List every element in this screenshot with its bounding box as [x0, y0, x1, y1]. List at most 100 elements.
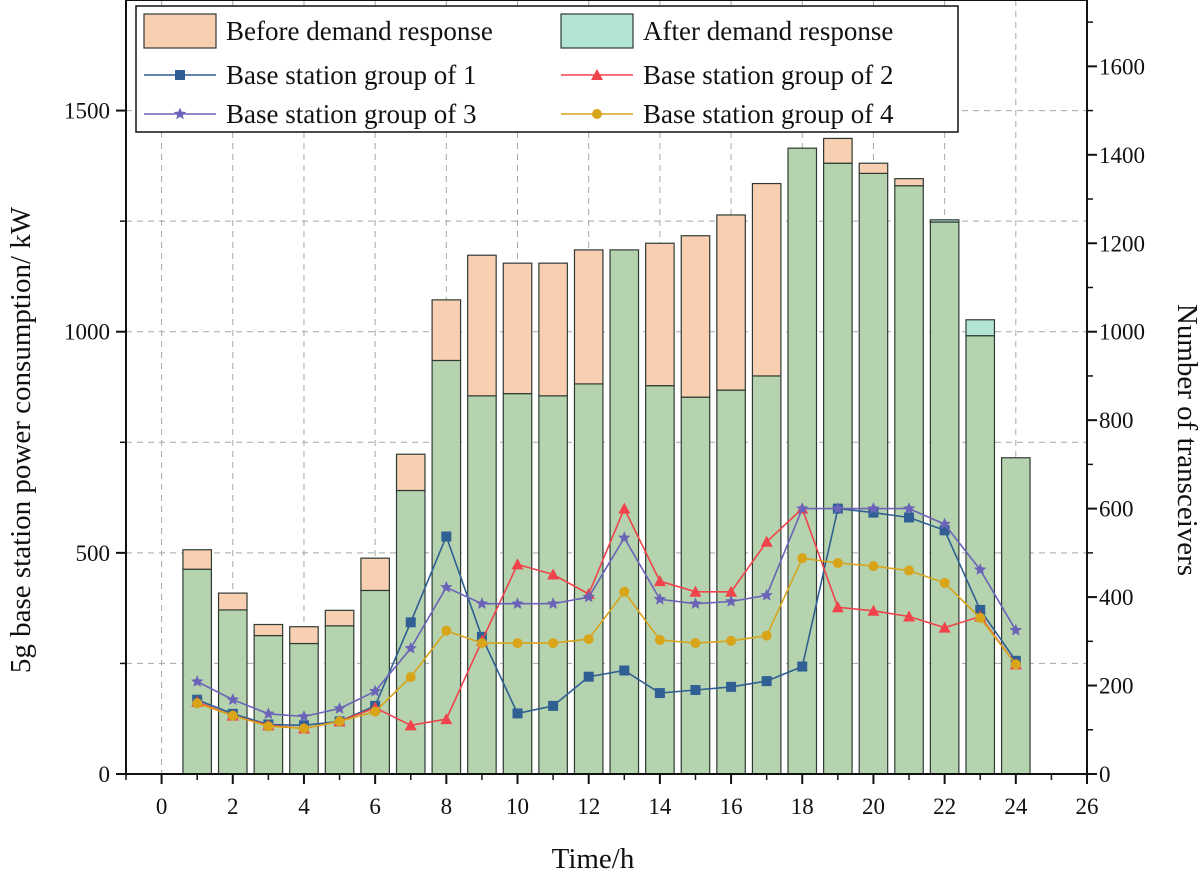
bar-overlap	[324, 625, 355, 775]
point-group3	[653, 592, 667, 605]
legend-marker-group3	[173, 107, 187, 120]
point-group2	[689, 585, 702, 597]
point-group2	[725, 585, 738, 597]
point-group1	[441, 531, 452, 542]
bar-overlap	[965, 335, 996, 775]
bar-before-excess	[395, 453, 426, 492]
legend-marker-group2	[591, 69, 603, 80]
point-group3	[831, 502, 844, 514]
bar-overlap	[680, 396, 711, 775]
point-group2	[760, 535, 773, 547]
point-group2	[404, 719, 417, 731]
point-group3	[511, 597, 524, 609]
legend-swatch-before	[143, 13, 217, 49]
point-group3	[796, 502, 809, 514]
point-group4	[227, 710, 238, 721]
bar-overlap	[538, 395, 568, 775]
bar-after-excess	[965, 319, 996, 337]
point-group1	[868, 507, 879, 518]
point-group3	[760, 588, 773, 601]
y2-tick-label: 1200	[1099, 231, 1145, 256]
point-group2	[831, 601, 844, 613]
bar-before-excess	[823, 137, 853, 164]
bar-overlap	[787, 147, 818, 775]
point-group3	[689, 597, 702, 609]
x-tick-label: 18	[791, 794, 814, 819]
bar-overlap	[467, 395, 497, 775]
point-group4	[797, 553, 808, 564]
x-tick-label: 22	[933, 794, 956, 819]
x-axis-title: Time/h	[552, 843, 635, 875]
point-group1	[690, 684, 701, 695]
bar-before-excess	[751, 182, 782, 377]
point-group4	[334, 716, 345, 727]
bar-before-excess	[253, 623, 284, 637]
point-group4	[868, 561, 879, 572]
plot-frame	[125, 0, 1088, 775]
y2-axis-title: Number of transceivers	[1171, 304, 1200, 576]
x-tick-label: 24	[1004, 794, 1028, 819]
bar-overlap	[289, 642, 319, 775]
bar-overlap	[858, 172, 889, 775]
point-group3	[475, 597, 489, 609]
point-group3	[902, 502, 916, 514]
y2-tick-label: 600	[1099, 497, 1134, 522]
y-tick-label: 1000	[64, 320, 110, 345]
point-group3	[226, 693, 239, 705]
series-lines	[191, 502, 1022, 734]
bar-overlap	[182, 568, 213, 775]
point-group2	[938, 621, 951, 633]
x-tick-label: 4	[298, 794, 310, 819]
bar-overlap	[253, 634, 284, 775]
x-tick-label: 14	[648, 794, 672, 819]
legend-label-after: After demand response	[643, 16, 893, 46]
bar-before-excess	[324, 609, 355, 627]
point-group1	[548, 700, 559, 711]
point-group1	[619, 665, 630, 676]
point-group3	[974, 563, 987, 575]
point-group4	[904, 565, 915, 576]
bar-before-excess	[894, 178, 924, 187]
point-group2	[867, 604, 880, 616]
point-group2	[440, 713, 453, 725]
bar-overlap	[823, 162, 853, 775]
point-group3	[333, 702, 346, 714]
y2-tick-label: 400	[1099, 585, 1134, 610]
point-group3	[618, 531, 631, 544]
point-group1	[939, 525, 950, 536]
legend-label-group2: Base station group of 2	[643, 60, 893, 90]
point-group4	[832, 558, 843, 569]
bar-before-excess	[360, 557, 390, 592]
axes: 0 2 4 6 8 10 12 14 16 18 20 22 24 2605001000150002004…	[64, 21, 1145, 819]
point-group3	[191, 675, 204, 687]
bar-overlap	[1000, 457, 1031, 775]
x-tick-label: 12	[577, 794, 600, 819]
bar-overlap	[716, 389, 746, 775]
point-group1	[583, 671, 594, 682]
bar-overlap	[431, 359, 462, 775]
point-group4	[192, 698, 203, 709]
point-group4	[548, 638, 559, 649]
point-group1	[405, 617, 416, 628]
point-group3	[440, 580, 453, 593]
point-group2	[903, 610, 916, 622]
bar-overlap	[217, 609, 248, 775]
point-group4	[761, 630, 772, 641]
point-group4	[1010, 659, 1021, 670]
point-group1	[512, 708, 523, 719]
point-group3	[369, 684, 382, 697]
series-line-group1	[196, 507, 1017, 727]
legend-label-group4: Base station group of 4	[643, 99, 894, 129]
point-group4	[370, 706, 381, 717]
point-group4	[263, 721, 274, 732]
point-group4	[975, 612, 986, 623]
point-group4	[476, 638, 487, 649]
series-line-group3	[196, 507, 1017, 718]
point-group2	[618, 502, 631, 514]
point-group4	[441, 625, 452, 636]
bar-overlap	[929, 221, 960, 775]
y2-tick-label: 1600	[1099, 54, 1145, 79]
x-tick-label: 6	[369, 794, 381, 819]
point-group3	[546, 597, 560, 609]
